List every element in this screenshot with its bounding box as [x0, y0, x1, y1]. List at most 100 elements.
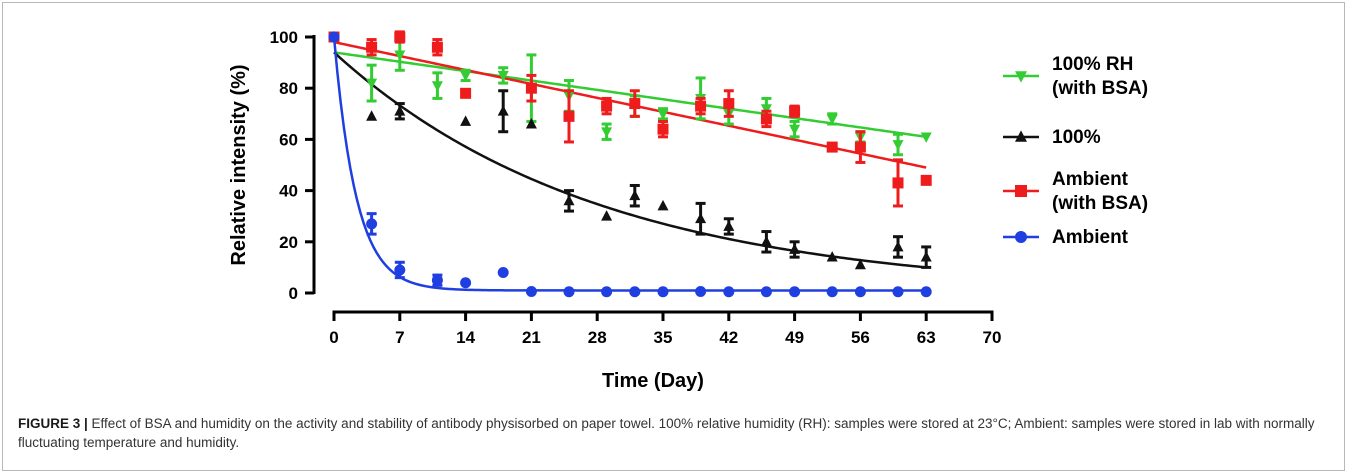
legend-marker-series-3	[1015, 231, 1027, 243]
y-tick-label: 60	[279, 130, 298, 149]
figure-caption-label: FIGURE 3 |	[18, 416, 88, 431]
x-tick-label: 49	[785, 328, 804, 347]
data-point-series-3	[629, 286, 641, 298]
data-point-series-0	[460, 71, 472, 82]
data-point-series-1	[601, 210, 613, 221]
data-point-series-1	[854, 258, 866, 270]
data-point-series-2	[760, 113, 772, 125]
data-point-series-2	[629, 98, 641, 110]
data-point-series-1	[695, 212, 707, 224]
x-tick-label: 0	[329, 328, 338, 347]
data-point-series-3	[723, 286, 735, 298]
data-point-series-2	[657, 123, 669, 135]
data-point-series-3	[525, 285, 537, 297]
data-point-series-1	[723, 220, 735, 231]
data-marks	[328, 30, 932, 298]
data-point-series-0	[657, 109, 669, 120]
legend-label-series-3: Ambient	[1052, 227, 1129, 248]
data-point-series-2	[601, 100, 613, 112]
data-point-series-3	[366, 218, 378, 230]
y-tick-label: 80	[279, 79, 298, 98]
data-point-series-1	[366, 110, 378, 121]
fit-lines	[332, 36, 927, 292]
y-tick-label: 40	[279, 182, 298, 201]
data-point-series-2	[394, 31, 406, 43]
fit-line-series-1	[333, 51, 927, 269]
x-tick-label: 56	[851, 328, 870, 347]
data-point-series-1	[789, 243, 801, 254]
data-point-series-2	[563, 110, 575, 122]
x-tick-label: 63	[917, 328, 936, 347]
chart: 0 20 40 60 80 100 0 7 14 21 28 35 42 49 56 63 70 100% RH…	[228, 28, 1148, 392]
data-point-series-1	[394, 105, 406, 116]
data-point-series-3	[695, 285, 707, 297]
data-point-series-3	[328, 31, 340, 43]
data-point-series-1	[497, 105, 509, 116]
legend-label-series-0: (with BSA)	[1052, 78, 1148, 99]
data-point-series-3	[920, 286, 932, 298]
x-tick-label: 14	[456, 328, 475, 347]
data-point-series-2	[892, 177, 904, 189]
data-point-series-3	[789, 286, 801, 298]
data-point-series-3	[760, 286, 772, 298]
data-point-series-3	[854, 286, 866, 298]
data-point-series-3	[601, 286, 613, 298]
data-point-series-2	[460, 87, 472, 99]
data-point-series-2	[431, 41, 443, 53]
data-point-series-3	[460, 277, 472, 289]
legend-marker-series-1	[1015, 130, 1027, 142]
x-tick-label: 7	[395, 328, 404, 347]
data-point-series-1	[629, 189, 641, 201]
legend-marker-series-0	[1015, 71, 1027, 83]
legend-label-series-1: 100%	[1052, 127, 1101, 148]
data-point-series-1	[892, 240, 904, 252]
data-point-series-1	[657, 199, 669, 211]
data-point-series-0	[431, 81, 443, 92]
data-point-series-3	[563, 286, 575, 298]
legend-label-series-2: Ambient	[1052, 169, 1129, 190]
axes: 0 20 40 60 80 100 0 7 14 21 28 35 42 49 56 63 70	[270, 28, 1002, 347]
data-point-series-2	[826, 141, 838, 153]
data-point-series-0	[892, 140, 904, 151]
data-point-series-1	[525, 117, 537, 129]
x-tick-label: 28	[588, 328, 607, 347]
x-axis-title: Time (Day)	[602, 370, 704, 392]
figure-caption-text: Effect of BSA and humidity on the activi…	[18, 416, 1315, 450]
data-point-series-1	[760, 235, 772, 247]
y-tick-label: 0	[289, 284, 298, 303]
data-point-series-2	[789, 105, 801, 117]
y-tick-label: 100	[270, 28, 298, 47]
data-point-series-2	[366, 41, 378, 53]
data-point-series-2	[920, 174, 932, 186]
data-point-series-0	[601, 127, 613, 138]
data-point-series-3	[657, 286, 669, 298]
data-point-series-3	[431, 274, 443, 286]
x-tick-label: 21	[522, 328, 541, 347]
y-tick-label: 20	[279, 233, 298, 252]
legend-label-series-2: (with BSA)	[1052, 193, 1148, 214]
data-point-series-2	[854, 141, 866, 153]
data-point-series-0	[366, 78, 378, 90]
y-axis-title: Relative intensity (%)	[228, 64, 250, 265]
data-point-series-1	[460, 115, 472, 126]
data-point-series-3	[394, 264, 406, 276]
data-point-series-1	[826, 251, 838, 262]
data-point-series-0	[826, 114, 838, 125]
data-point-series-2	[695, 100, 707, 112]
legend-marker-series-2	[1015, 185, 1027, 197]
x-tick-label: 42	[719, 328, 738, 347]
x-tick-label: 35	[654, 328, 673, 347]
data-point-series-0	[760, 104, 772, 115]
figure-caption: FIGURE 3 | Effect of BSA and humidity on…	[18, 414, 1328, 452]
legend-label-series-0: 100% RH	[1052, 54, 1133, 75]
data-point-series-0	[497, 71, 509, 82]
data-point-series-2	[723, 98, 735, 110]
data-point-series-0	[394, 50, 406, 61]
fit-line-series-3	[332, 36, 927, 292]
data-point-series-0	[920, 132, 932, 143]
x-tick-label: 70	[983, 328, 1002, 347]
data-point-series-3	[826, 286, 838, 298]
data-point-series-2	[525, 82, 537, 94]
legend: 100% RH (with BSA) 100% Ambient (with BSA) Am…	[1003, 54, 1148, 248]
